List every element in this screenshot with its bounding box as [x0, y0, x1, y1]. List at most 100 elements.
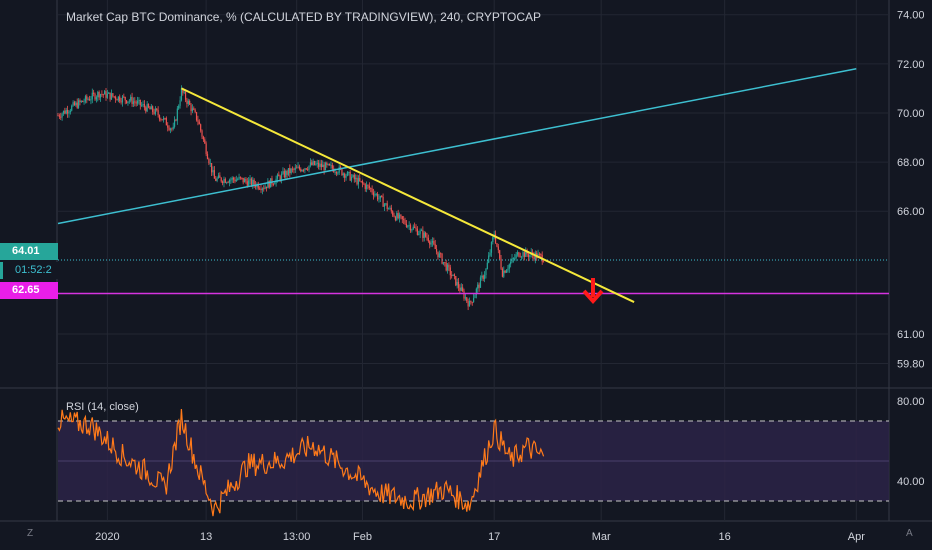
- candle-body: [206, 154, 209, 159]
- candle-body: [471, 301, 473, 303]
- candle-body: [297, 166, 299, 168]
- price-tick-label: 59.80: [897, 358, 925, 370]
- price-axis[interactable]: 74.00 72.00 70.00 68.00 66.00 61.00 59.80: [897, 10, 925, 371]
- candle-body: [195, 112, 198, 121]
- candle-body: [429, 241, 431, 245]
- descending-trendline[interactable]: [181, 87, 635, 303]
- candle-body: [73, 102, 76, 106]
- candle-body: [448, 264, 450, 268]
- candle-body: [184, 91, 187, 100]
- candle-body: [383, 204, 386, 207]
- candle-body: [494, 234, 497, 243]
- time-axis[interactable]: 2020 13 13:00 Feb 17 Mar 16 Apr: [95, 531, 865, 543]
- candle-body: [65, 109, 67, 114]
- candle-body: [167, 125, 169, 128]
- candle-body: [165, 118, 167, 126]
- candle-body: [179, 100, 181, 106]
- price-tick-label: 70.00: [897, 108, 925, 120]
- rsi-indicator-label[interactable]: RSI (14, close): [66, 401, 139, 413]
- candle-body: [312, 161, 314, 165]
- candle-body: [323, 164, 325, 171]
- candle-body: [337, 172, 339, 174]
- candle-body: [431, 241, 434, 243]
- ascending-trendline[interactable]: [57, 68, 857, 225]
- candle-body: [143, 103, 146, 108]
- candle-body: [294, 167, 296, 170]
- time-tick-label: 17: [488, 531, 500, 543]
- candle-body: [231, 177, 233, 180]
- candle-body: [291, 168, 294, 170]
- candle-body: [376, 194, 379, 200]
- candle-body: [386, 203, 388, 209]
- candle-body: [389, 207, 391, 209]
- candle-body: [120, 101, 122, 103]
- candle-body: [516, 252, 519, 255]
- candle-body: [324, 162, 327, 171]
- candle-body: [434, 244, 436, 250]
- candle-body: [62, 110, 65, 114]
- candle-body: [290, 168, 292, 174]
- candle-body: [237, 179, 239, 181]
- candle-body: [514, 258, 516, 259]
- candle-body: [359, 178, 361, 182]
- candle-body: [57, 115, 59, 117]
- candle-body: [105, 91, 107, 98]
- candle-body: [64, 110, 66, 114]
- candle-body: [346, 171, 349, 176]
- candle-body: [228, 180, 231, 183]
- candle-body: [264, 186, 266, 189]
- candle-body: [141, 104, 143, 106]
- candle-body: [326, 162, 328, 165]
- candle-body: [525, 250, 527, 257]
- candle-body: [468, 301, 471, 307]
- candle-body: [243, 178, 246, 183]
- candle-body: [208, 158, 210, 164]
- candle-body: [125, 100, 128, 104]
- auto-scale-button[interactable]: A: [906, 528, 913, 539]
- candle-body: [276, 174, 279, 179]
- zoom-toggle-button[interactable]: Z: [27, 528, 34, 539]
- candle-body: [319, 163, 321, 167]
- candle-body: [403, 219, 405, 221]
- candle-body: [168, 127, 170, 130]
- candle-body: [427, 237, 429, 242]
- candle-body: [87, 99, 89, 100]
- candle-body: [278, 174, 280, 177]
- candle-body: [356, 177, 358, 185]
- chart-title: Market Cap BTC Dominance, % (CALCULATED …: [66, 10, 542, 24]
- candle-body: [486, 262, 488, 270]
- candle-body: [330, 165, 332, 166]
- candle-body: [112, 93, 114, 97]
- candle-body: [83, 101, 85, 103]
- candle-body: [318, 162, 320, 167]
- candle-body: [224, 178, 226, 183]
- candle-body: [309, 162, 311, 166]
- candle-body: [127, 101, 129, 104]
- rsi-axis[interactable]: 80.00 40.00: [897, 396, 925, 488]
- candle-body: [504, 270, 506, 273]
- candle-body: [452, 274, 454, 276]
- candle-body: [238, 176, 240, 180]
- candle-body: [215, 178, 217, 181]
- candle-body: [223, 178, 225, 184]
- candle-body: [121, 96, 124, 103]
- candle-body: [463, 291, 465, 299]
- candle-body: [361, 181, 364, 184]
- candle-body: [522, 252, 524, 257]
- candle-body: [175, 119, 177, 121]
- candle-body: [481, 275, 483, 278]
- candle-body: [271, 178, 273, 185]
- candle-body: [84, 96, 87, 102]
- candle-body: [519, 256, 521, 258]
- candle-body: [503, 270, 505, 277]
- candle-body: [200, 124, 202, 131]
- candle-body: [411, 229, 413, 231]
- candle-body: [492, 237, 494, 243]
- candle-body: [115, 96, 117, 100]
- rsi-line[interactable]: [57, 408, 545, 517]
- candle-body: [470, 301, 472, 302]
- candle-body: [152, 106, 154, 112]
- candle-body: [523, 252, 525, 257]
- candle-body: [106, 93, 108, 98]
